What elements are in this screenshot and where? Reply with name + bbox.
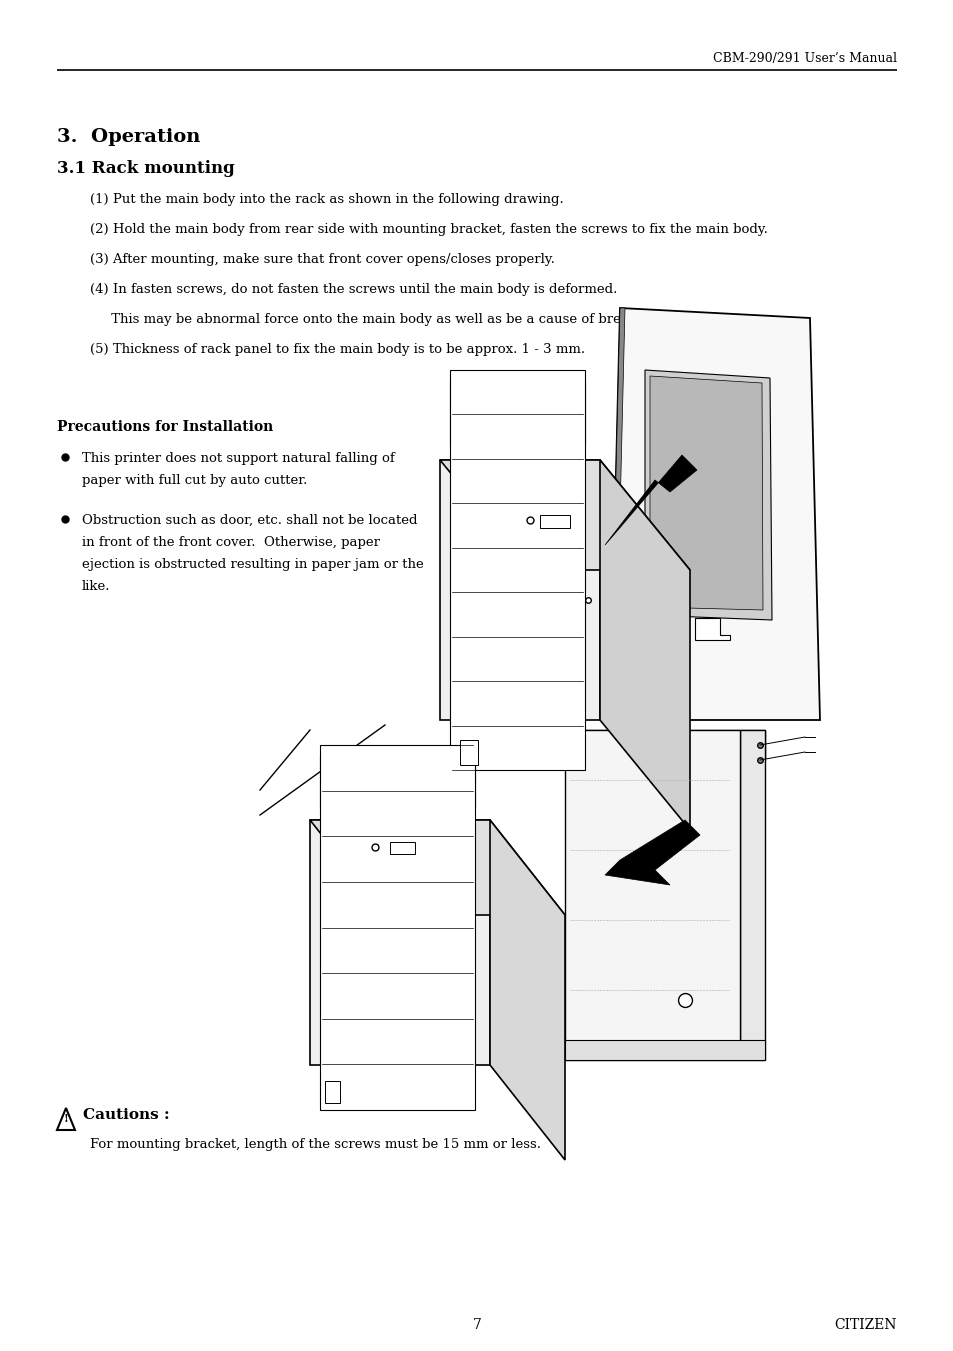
Text: (2) Hold the main body from rear side with mounting bracket, fasten the screws t: (2) Hold the main body from rear side wi… [90,223,767,236]
Text: This may be abnormal force onto the main body as well as be a cause of breakage.: This may be abnormal force onto the main… [90,313,665,326]
Text: CBM-290/291 User’s Manual: CBM-290/291 User’s Manual [712,51,896,65]
Polygon shape [319,744,475,1111]
Text: 3.1 Rack mounting: 3.1 Rack mounting [57,159,234,177]
Bar [459,740,477,765]
Text: This printer does not support natural falling of: This printer does not support natural fa… [82,453,395,465]
Text: !: ! [64,1113,69,1124]
Polygon shape [609,308,820,720]
Polygon shape [564,730,740,1061]
Polygon shape [310,820,490,1065]
Polygon shape [564,1040,764,1061]
Text: ejection is obstructed resulting in paper jam or the: ejection is obstructed resulting in pape… [82,558,423,571]
Polygon shape [604,820,700,885]
Polygon shape [740,730,764,1061]
Text: in front of the front cover.  Otherwise, paper: in front of the front cover. Otherwise, … [82,536,379,549]
Polygon shape [609,308,624,720]
Polygon shape [450,370,584,770]
Text: (1) Put the main body into the rack as shown in the following drawing.: (1) Put the main body into the rack as s… [90,193,563,205]
Text: Cautions :: Cautions : [83,1108,170,1121]
Text: Obstruction such as door, etc. shall not be located: Obstruction such as door, etc. shall not… [82,513,417,527]
Text: 7: 7 [472,1319,481,1332]
Text: paper with full cut by auto cutter.: paper with full cut by auto cutter. [82,474,307,486]
Text: (4) In fasten screws, do not fasten the screws until the main body is deformed.: (4) In fasten screws, do not fasten the … [90,282,617,296]
Polygon shape [604,455,697,544]
Polygon shape [439,459,689,570]
Polygon shape [649,376,762,611]
Polygon shape [695,617,729,640]
Polygon shape [539,515,569,528]
Text: For mounting bracket, length of the screws must be 15 mm or less.: For mounting bracket, length of the scre… [90,1138,540,1151]
Text: Precautions for Installation: Precautions for Installation [57,420,273,434]
Polygon shape [319,755,475,808]
Polygon shape [490,820,564,1161]
Polygon shape [599,459,689,830]
Polygon shape [390,842,415,854]
Text: (3) After mounting, make sure that front cover opens/closes properly.: (3) After mounting, make sure that front… [90,253,555,266]
Text: 3.  Operation: 3. Operation [57,128,200,146]
Bar [325,1081,339,1102]
Polygon shape [644,370,771,620]
Polygon shape [439,459,599,720]
Polygon shape [564,730,764,761]
Text: (5) Thickness of rack panel to fix the main body is to be approx. 1 - 3 mm.: (5) Thickness of rack panel to fix the m… [90,343,584,357]
Text: like.: like. [82,580,111,593]
Polygon shape [310,820,564,915]
Polygon shape [450,380,584,444]
Text: CITIZEN: CITIZEN [834,1319,896,1332]
